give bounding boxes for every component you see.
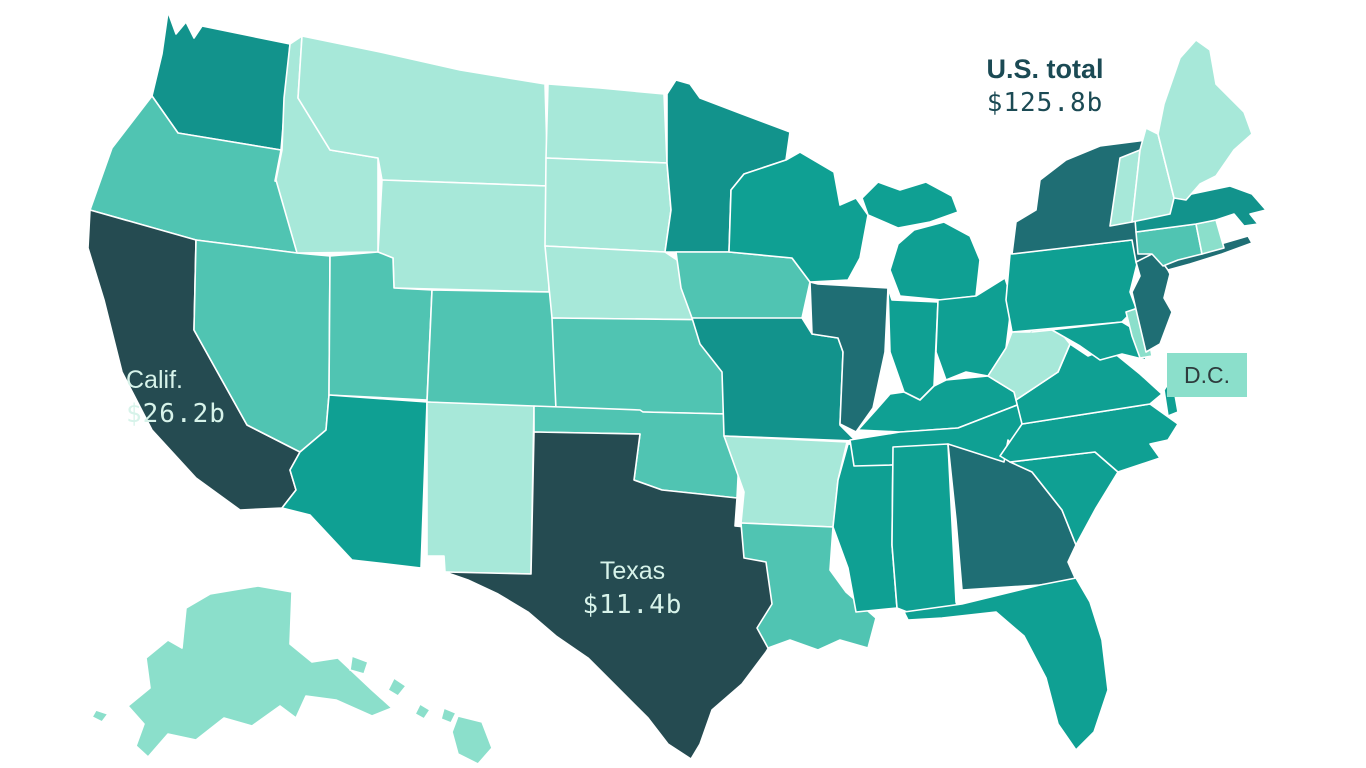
state-indiana[interactable] bbox=[887, 287, 939, 401]
state-hawaii[interactable] bbox=[349, 655, 493, 765]
state-colorado[interactable] bbox=[426, 289, 571, 411]
state-pennsylvania[interactable] bbox=[1005, 239, 1141, 333]
state-maryland[interactable] bbox=[1031, 321, 1147, 361]
state-louisiana[interactable] bbox=[740, 522, 877, 651]
state-missouri[interactable] bbox=[691, 317, 857, 442]
state-florida[interactable] bbox=[903, 577, 1109, 751]
state-massachusetts[interactable] bbox=[1133, 185, 1267, 233]
state-wisconsin[interactable] bbox=[728, 151, 869, 283]
state-arizona[interactable] bbox=[281, 394, 428, 569]
state-wyoming[interactable] bbox=[377, 179, 550, 293]
state-michigan[interactable] bbox=[861, 181, 981, 301]
state-rhode-island[interactable] bbox=[1195, 219, 1225, 255]
dc-chip[interactable]: D.C. bbox=[1167, 353, 1247, 397]
state-iowa[interactable] bbox=[675, 251, 811, 323]
state-georgia[interactable] bbox=[947, 439, 1077, 591]
dc-label: D.C. bbox=[1184, 361, 1230, 388]
state-alaska[interactable] bbox=[91, 585, 393, 758]
state-new-mexico[interactable] bbox=[426, 401, 535, 575]
state-illinois[interactable] bbox=[809, 281, 889, 433]
state-north-dakota[interactable] bbox=[545, 83, 668, 164]
state-maine[interactable] bbox=[1157, 39, 1253, 201]
state-texas[interactable] bbox=[444, 431, 815, 760]
state-south-dakota[interactable] bbox=[544, 157, 672, 253]
state-alabama[interactable] bbox=[891, 443, 961, 618]
state-arkansas[interactable] bbox=[723, 435, 848, 528]
